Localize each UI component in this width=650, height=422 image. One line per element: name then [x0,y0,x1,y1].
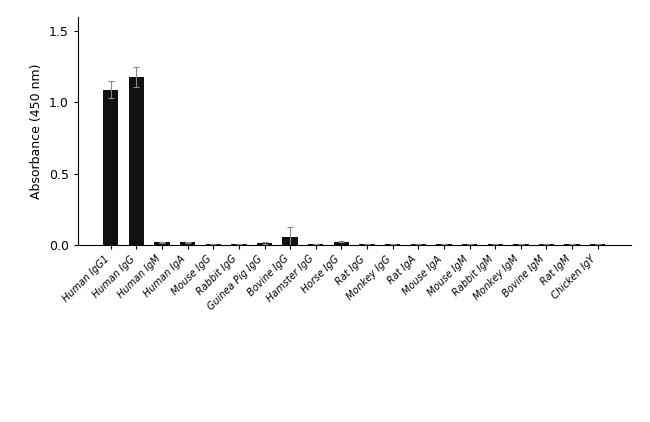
Bar [283,237,298,245]
Bar [359,244,375,245]
Y-axis label: Absorbance (450 nm): Absorbance (450 nm) [31,63,44,199]
Bar [231,244,246,245]
Bar [180,242,196,245]
Bar [129,77,144,245]
Bar [564,244,580,245]
Bar [103,89,118,245]
Bar [308,244,324,245]
Bar [513,244,528,245]
Bar [333,242,349,245]
Bar [539,244,554,245]
Bar [411,244,426,245]
Bar [462,244,477,245]
Bar [257,243,272,245]
Bar [205,244,221,245]
Bar [488,244,503,245]
Bar [436,244,452,245]
Bar [385,244,400,245]
Bar [590,244,605,245]
Bar [154,242,170,245]
